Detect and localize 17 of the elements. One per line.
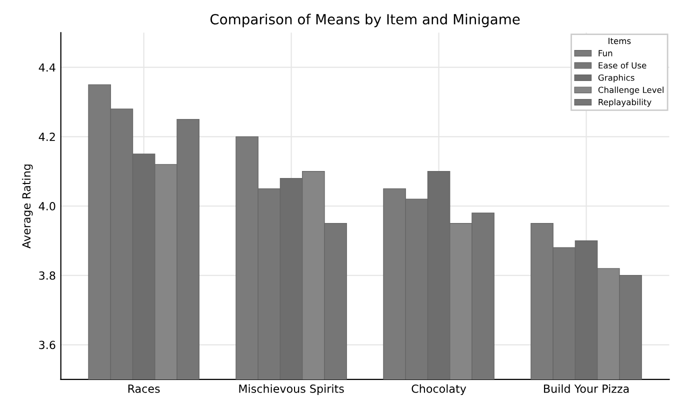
chart-title: Comparison of Means by Item and Minigame: [210, 14, 520, 28]
legend-title: Items: [608, 38, 631, 44]
legend-label: Graphics: [598, 74, 634, 82]
y-axis-title: Average Rating: [22, 164, 33, 248]
legend-label: Fun: [598, 50, 612, 56]
x-tick-label: Races: [128, 384, 160, 393]
y-tick-label: 4.4: [38, 63, 56, 72]
y-tick-label: 4.0: [38, 202, 56, 210]
y-tick-label: 3.8: [39, 271, 56, 280]
y-tick-label: 4.2: [38, 132, 55, 141]
x-tick-label: Mischievous Spirits: [239, 384, 344, 396]
legend-label: Replayability: [598, 98, 652, 107]
x-tick-label: Chocolaty: [412, 384, 466, 396]
legend-label: Challenge Level: [598, 86, 664, 95]
legend-label: Ease of Use: [598, 62, 646, 69]
x-tick-label: Build Your Pizza: [544, 384, 629, 393]
y-tick-label: 3.6: [39, 340, 56, 350]
